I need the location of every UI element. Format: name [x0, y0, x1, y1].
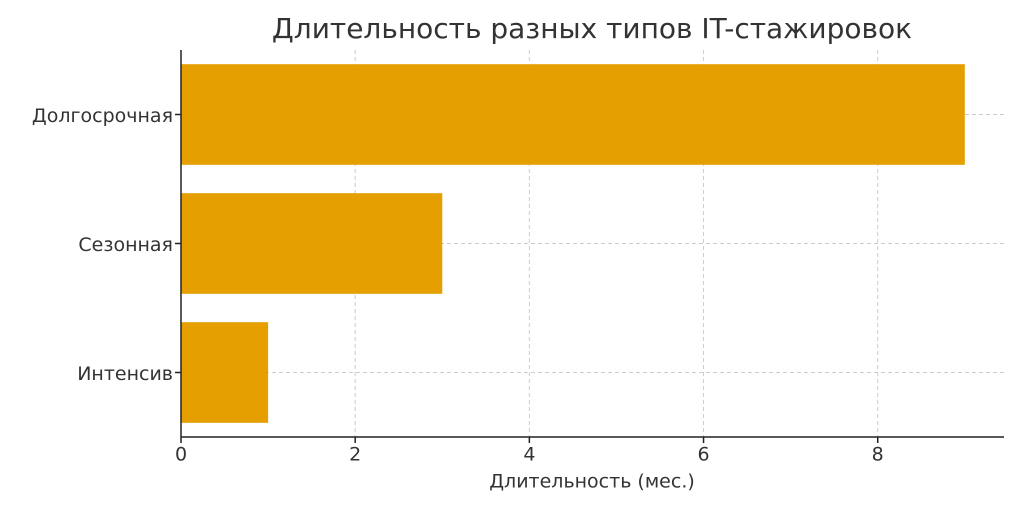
x-tick-label: 2: [349, 444, 361, 466]
bar: [181, 64, 965, 165]
x-axis-label: Длительность (мес.): [489, 471, 695, 493]
y-tick-label: Интенсив: [77, 363, 173, 385]
chart-title: Длительность разных типов IT-стажировок: [272, 12, 912, 45]
bar: [181, 322, 269, 423]
x-tick-label: 0: [175, 444, 187, 466]
y-tick-label: Сезонная: [78, 234, 173, 256]
y-tick-label: Долгосрочная: [32, 105, 173, 127]
x-tick-label: 8: [872, 444, 884, 466]
bar: [181, 193, 443, 294]
x-tick-label: 4: [523, 444, 535, 466]
x-tick-label: 6: [697, 444, 709, 466]
